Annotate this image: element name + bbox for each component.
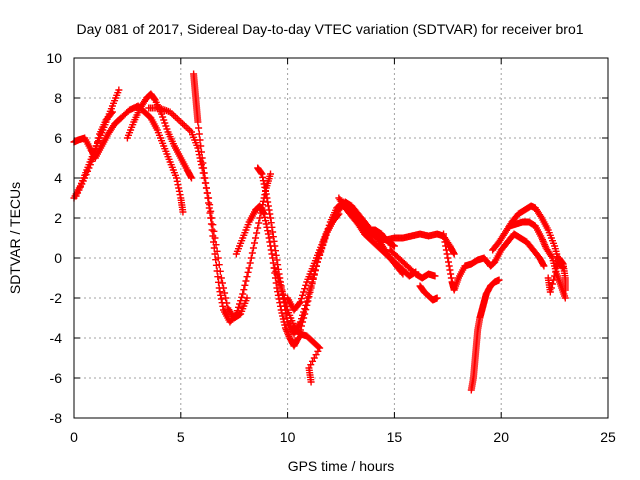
- y-tick-label: 10: [46, 50, 62, 66]
- satellite-track-14: [416, 282, 441, 304]
- y-tick-label: -6: [50, 370, 63, 386]
- y-tick-label: -4: [50, 330, 63, 346]
- x-tick-label: 10: [280, 429, 296, 445]
- chart-title: Day 081 of 2017, Sidereal Day-to-day VTE…: [76, 21, 583, 37]
- y-axis-label: SDTVAR / TECUs: [7, 182, 23, 294]
- plot-frame: [73, 57, 609, 419]
- y-tick-label: 2: [54, 210, 62, 226]
- x-tick-label: 25: [600, 429, 616, 445]
- satellite-track-12: [335, 194, 420, 280]
- satellite-track-19: [544, 254, 569, 296]
- track-markers: [190, 70, 275, 326]
- y-tick-label: -2: [50, 290, 63, 306]
- satellite-track-20: [386, 246, 439, 282]
- track-markers: [254, 164, 343, 338]
- x-tick-label: 5: [177, 429, 185, 445]
- satellite-track-3: [72, 108, 116, 200]
- satellite-track-11: [271, 264, 324, 386]
- data-points: [70, 70, 569, 394]
- y-tick-label: -8: [50, 410, 63, 426]
- grid: [74, 58, 608, 418]
- track-markers: [467, 276, 503, 394]
- x-axis-label: GPS time / hours: [288, 458, 395, 474]
- satellite-track-16: [467, 276, 503, 394]
- y-tick-label: 6: [54, 130, 62, 146]
- axis-ticks: 0 5 10 15 20 25 -8 -6 -4 -2 0 2 4 6 8 10: [46, 50, 616, 445]
- y-tick-label: 0: [54, 250, 62, 266]
- x-tick-label: 0: [70, 429, 78, 445]
- y-tick-label: 4: [54, 170, 62, 186]
- x-tick-label: 20: [493, 429, 509, 445]
- satellite-track-4: [123, 90, 195, 182]
- satellite-track-7: [190, 70, 275, 326]
- x-tick-label: 15: [387, 429, 403, 445]
- satellite-track-15: [440, 230, 548, 294]
- track-markers: [416, 282, 441, 304]
- satellite-track-5: [117, 102, 187, 216]
- y-tick-label: 8: [54, 90, 62, 106]
- satellite-track-9: [254, 164, 343, 338]
